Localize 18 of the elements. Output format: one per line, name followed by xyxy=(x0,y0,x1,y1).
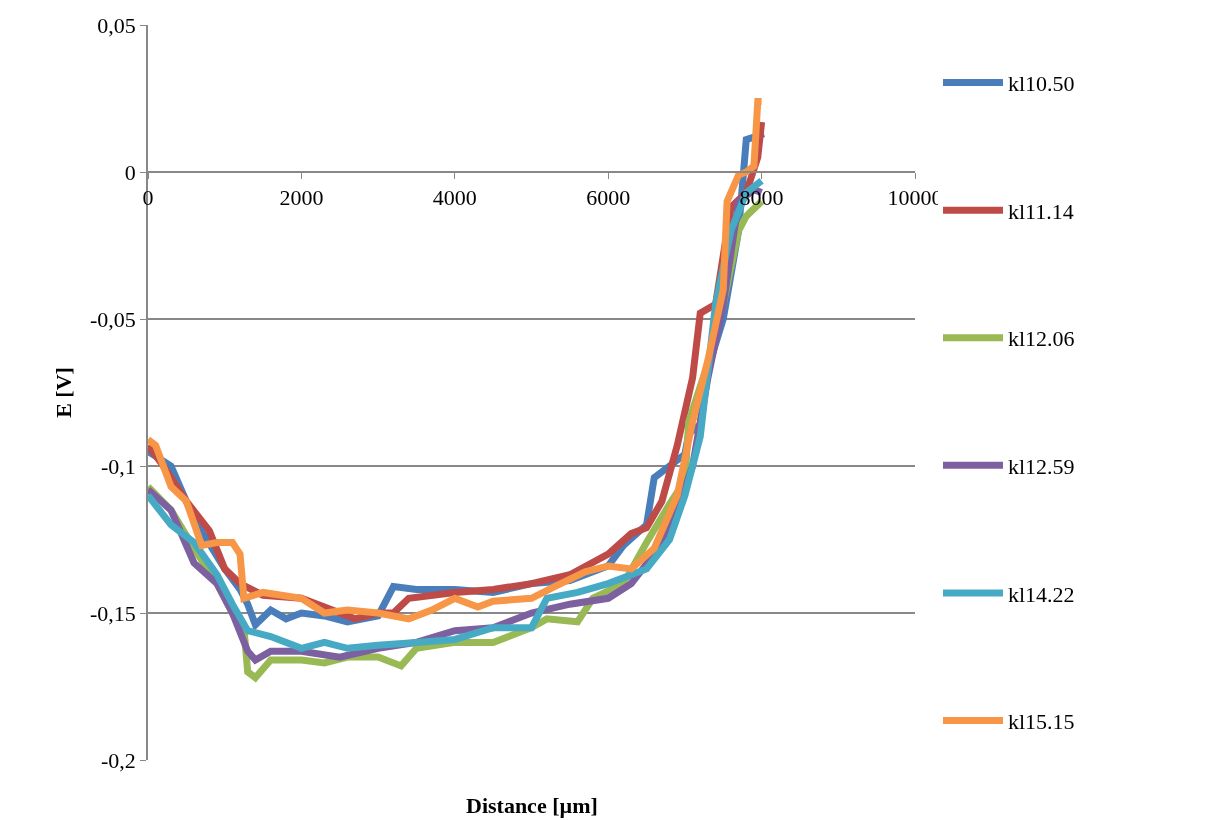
legend-label: kl15.15 xyxy=(1008,709,1075,735)
legend-label: kl12.59 xyxy=(1008,453,1075,479)
legend-label: kl12.06 xyxy=(1008,326,1075,352)
y-axis-title: E [V] xyxy=(51,367,77,418)
x-tick-label: 4000 xyxy=(432,185,477,211)
x-tick-label: 6000 xyxy=(586,185,631,211)
y-tick-label: -0,05 xyxy=(90,306,136,332)
legend-label: kl10.50 xyxy=(1008,71,1075,97)
x-tick-label: 0 xyxy=(142,185,154,211)
y-tick-label: 0,05 xyxy=(97,12,136,38)
x-axis-title: Distance [µm] xyxy=(466,793,598,818)
y-tick-label: -0,1 xyxy=(101,453,136,479)
y-tick-label: -0,2 xyxy=(101,747,136,773)
legend-label: kl14.22 xyxy=(1008,581,1075,607)
legend-label: kl11.14 xyxy=(1008,198,1074,224)
y-tick-label: -0,15 xyxy=(90,600,136,626)
y-tick-label: 0 xyxy=(124,159,136,185)
x-tick-label: 2000 xyxy=(279,185,324,211)
